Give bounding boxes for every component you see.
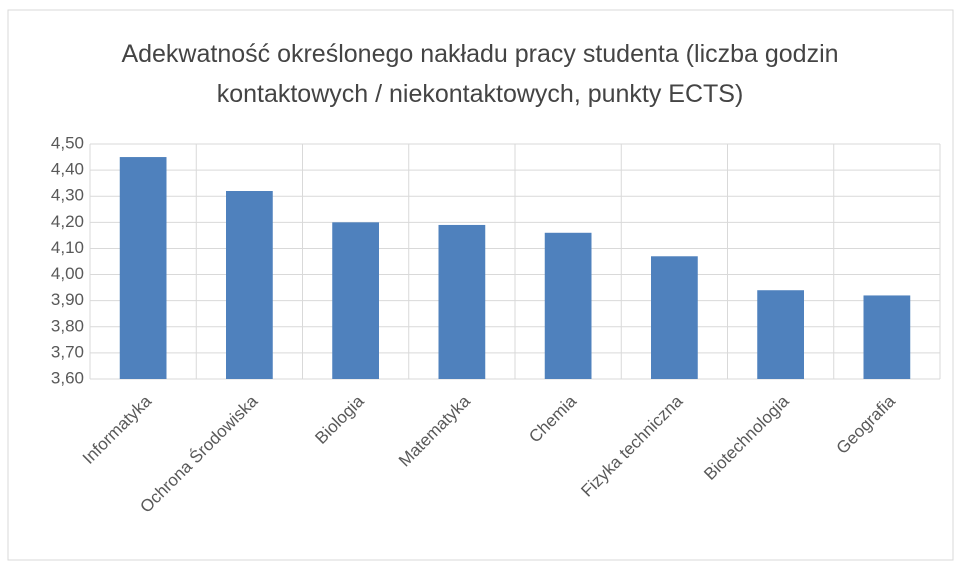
bar (438, 224, 486, 379)
x-tick-label: Fizyka techniczna (577, 391, 686, 500)
bar (119, 157, 167, 379)
bar (332, 222, 379, 379)
y-tick-label: 4,30 (51, 186, 84, 205)
bar (226, 191, 273, 379)
x-tick-label: Ochrona Środowiska (136, 391, 261, 516)
y-tick-label: 4,40 (51, 160, 84, 179)
chart-title: Adekwatność określonego nakładu pracy st… (121, 40, 839, 108)
x-tick-label: Chemia (525, 391, 580, 446)
bar (757, 290, 804, 379)
bar (863, 295, 911, 379)
x-tick-label: Informatyka (79, 391, 156, 468)
x-tick-label: Matematyka (395, 391, 474, 470)
y-tick-label: 4,10 (51, 238, 84, 257)
y-tick-label: 4,00 (51, 264, 84, 283)
x-tick-label: Geografia (833, 391, 900, 458)
y-tick-label: 3,70 (51, 342, 84, 361)
y-tick-label: 3,90 (51, 290, 84, 309)
bar (651, 256, 698, 379)
chart-frame (7, 9, 954, 561)
x-tick-label: Biologia (311, 391, 368, 448)
x-tick-label: Biotechnologia (700, 391, 793, 484)
y-tick-label: 3,60 (51, 368, 84, 387)
y-tick-label: 4,20 (51, 212, 84, 231)
y-tick-label: 3,80 (51, 316, 84, 335)
bar (544, 232, 592, 379)
y-tick-label: 4,50 (51, 133, 84, 152)
